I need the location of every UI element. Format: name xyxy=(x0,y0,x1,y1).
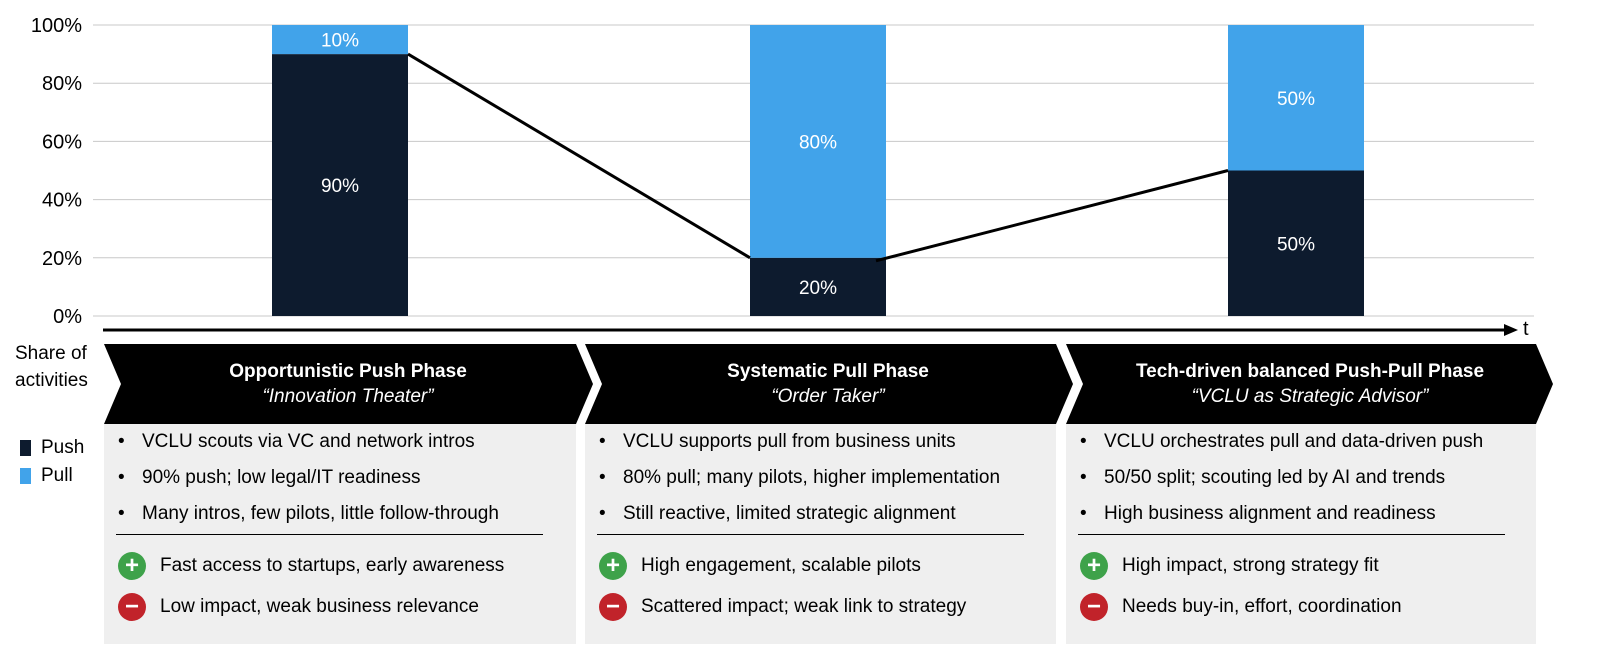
phase-3-con-text: Needs buy-in, effort, coordination xyxy=(1122,596,1402,617)
phase-1-con-text: Low impact, weak business relevance xyxy=(160,596,479,617)
pull-swatch xyxy=(20,468,31,484)
phase-3-bullet: High business alignment and readiness xyxy=(1080,500,1536,536)
phase-3-pro: + High impact, strong strategy fit xyxy=(1080,552,1379,580)
time-axis-arrowhead xyxy=(1504,324,1518,336)
phase-2-subtitle: “Order Taker” xyxy=(771,386,885,407)
y-tick-label: 100% xyxy=(31,15,82,37)
phase-1-bullet: 90% push; low legal/IT readiness xyxy=(118,464,576,500)
phase-3-bullet: 50/50 split; scouting led by AI and tren… xyxy=(1080,464,1536,500)
phase-1-bullets: VCLU scouts via VC and network intros 90… xyxy=(104,424,576,536)
phase-2-pro-text: High engagement, scalable pilots xyxy=(641,555,921,576)
y-tick-label: 20% xyxy=(42,248,82,270)
bars: 90% 10% 20% 80% 50% 50% xyxy=(272,25,1364,316)
y-tick-label: 80% xyxy=(42,73,82,95)
phase-2-pro: + High engagement, scalable pilots xyxy=(599,552,921,580)
phase-3-name: Tech-driven balanced Push-Pull Phase xyxy=(1135,361,1485,382)
y-axis-label-line1: Share of xyxy=(15,343,87,364)
phase-2-con-text: Scattered impact; weak link to strategy xyxy=(641,596,967,617)
phase-2-name: Systematic Pull Phase xyxy=(727,361,929,382)
bar-pull xyxy=(1228,25,1364,171)
time-axis-label: t xyxy=(1523,318,1529,340)
bar-pull xyxy=(750,25,886,258)
phase-1-subtitle: “Innovation Theater” xyxy=(262,386,434,407)
legend-label-pull: Pull xyxy=(41,465,73,486)
plus-icon: + xyxy=(599,552,627,580)
phase-3-subtitle: “VCLU as Strategic Advisor” xyxy=(1191,386,1429,407)
bar-push xyxy=(272,54,408,316)
y-axis-label-line2: activities xyxy=(15,370,88,391)
phase-3-divider xyxy=(1078,534,1505,535)
phase-2-bullet: VCLU supports pull from business units xyxy=(599,428,1056,464)
legend-label-push: Push xyxy=(41,437,85,458)
minus-icon: − xyxy=(1080,593,1108,621)
phase-2-divider xyxy=(597,534,1024,535)
plus-icon: + xyxy=(118,552,146,580)
phase-1-chevron xyxy=(104,344,593,424)
phase-2-con: − Scattered impact; weak link to strateg… xyxy=(599,593,966,621)
time-axis xyxy=(103,324,1518,336)
phase-1-panel: VCLU scouts via VC and network intros 90… xyxy=(104,424,576,644)
phase-3-chevron xyxy=(1066,344,1553,424)
trend-line xyxy=(407,52,751,260)
phase-2-title: Systematic Pull Phase “Order Taker” xyxy=(600,358,1056,409)
y-tick-label: 60% xyxy=(42,131,82,153)
phase-3-panel: VCLU orchestrates pull and data-driven p… xyxy=(1066,424,1536,644)
phase-3-pro-text: High impact, strong strategy fit xyxy=(1122,555,1379,576)
push-swatch xyxy=(20,440,31,456)
bar-value-label: 50% xyxy=(1277,89,1315,110)
bar-value-label: 50% xyxy=(1277,234,1315,255)
phase-2-bullet: Still reactive, limited strategic alignm… xyxy=(599,500,1056,536)
phase-3-title: Tech-driven balanced Push-Pull Phase “VC… xyxy=(1080,358,1540,409)
phase-1-title: Opportunistic Push Phase “Innovation The… xyxy=(120,358,576,409)
phase-1-bullet: VCLU scouts via VC and network intros xyxy=(118,428,576,464)
y-tick-labels: 0% 20% 40% 60% 80% 100% xyxy=(31,15,82,328)
bar-push xyxy=(1228,170,1364,316)
legend: Push Pull xyxy=(20,434,84,490)
plus-icon: + xyxy=(1080,552,1108,580)
y-axis-label: Share of activities xyxy=(15,340,88,394)
phase-3-bullet: VCLU orchestrates pull and data-driven p… xyxy=(1080,428,1536,464)
y-tick-label: 40% xyxy=(42,190,82,212)
phase-chevrons xyxy=(104,344,1553,424)
phase-1-name: Opportunistic Push Phase xyxy=(229,361,467,382)
bar-value-label: 10% xyxy=(321,31,359,52)
phase-2-bullets: VCLU supports pull from business units 8… xyxy=(585,424,1056,536)
phase-2-chevron xyxy=(585,344,1073,424)
y-tick-label: 0% xyxy=(53,306,82,328)
trend-line xyxy=(875,169,1229,263)
phase-1-pro: + Fast access to startups, early awarene… xyxy=(118,552,504,580)
phase-1-bullet: Many intros, few pilots, little follow-t… xyxy=(118,500,576,536)
legend-item-pull: Pull xyxy=(20,462,84,490)
bar-value-label: 90% xyxy=(321,176,359,197)
bar-value-label: 80% xyxy=(799,132,837,153)
phase-3-con: − Needs buy-in, effort, coordination xyxy=(1080,593,1402,621)
phase-3-bullets: VCLU orchestrates pull and data-driven p… xyxy=(1066,424,1536,536)
minus-icon: − xyxy=(599,593,627,621)
phase-1-con: − Low impact, weak business relevance xyxy=(118,593,479,621)
phase-2-bullet: 80% pull; many pilots, higher implementa… xyxy=(599,464,1056,500)
legend-item-push: Push xyxy=(20,434,84,462)
phase-1-divider xyxy=(116,534,543,535)
bar-pull xyxy=(272,25,408,55)
bar-value-label: 20% xyxy=(799,278,837,299)
bar-push xyxy=(750,257,886,316)
trend-line-layer xyxy=(407,52,1229,263)
minus-icon: − xyxy=(118,593,146,621)
phase-2-panel: VCLU supports pull from business units 8… xyxy=(585,424,1056,644)
phase-1-pro-text: Fast access to startups, early awareness xyxy=(160,555,505,576)
